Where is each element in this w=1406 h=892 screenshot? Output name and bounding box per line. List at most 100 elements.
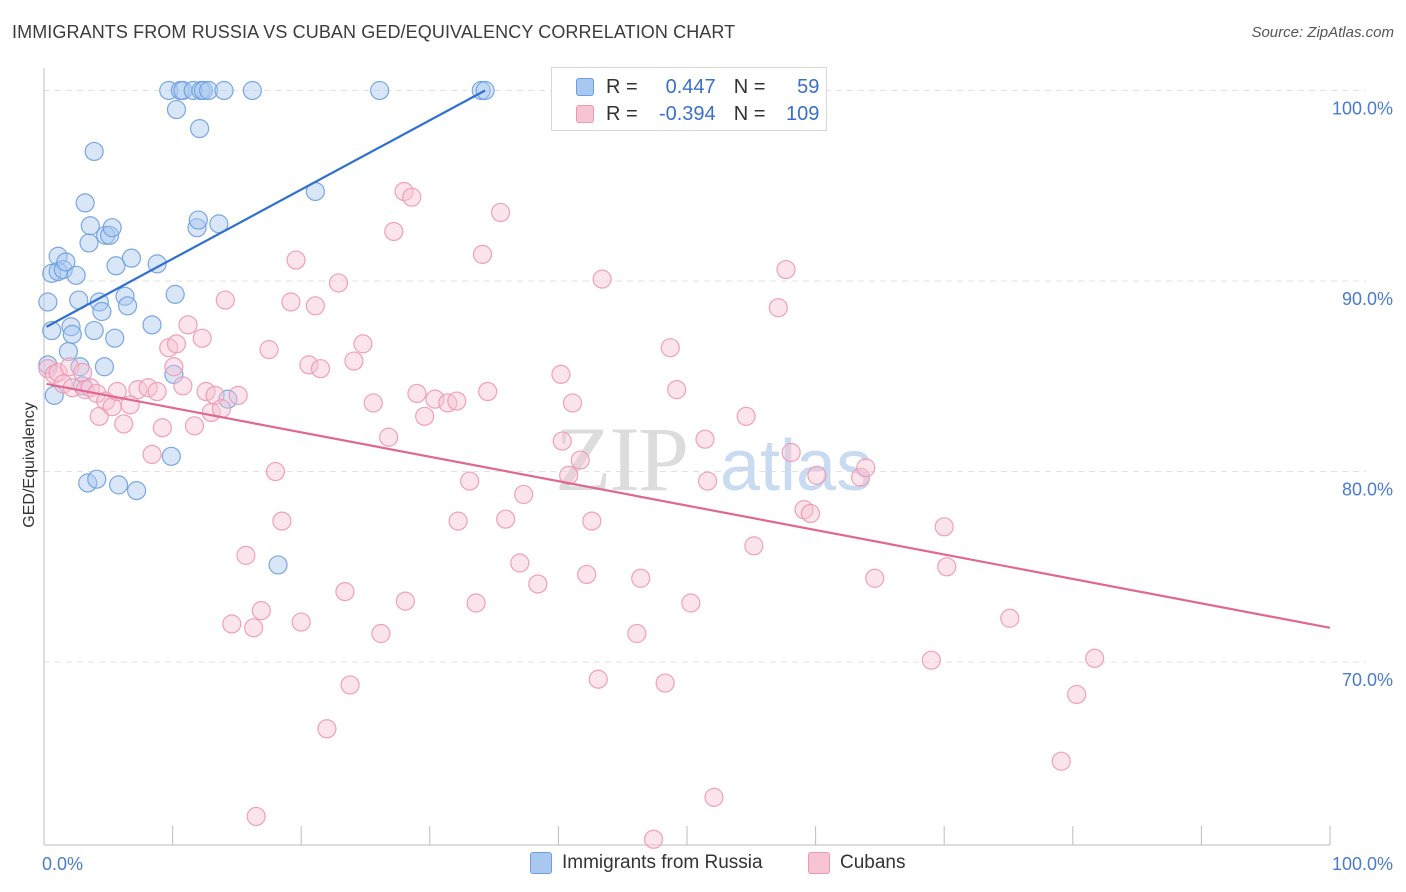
x-tick-label-0: 0.0% — [42, 854, 83, 874]
point-cubans-36 — [244, 618, 264, 638]
point-cubans-53 — [353, 334, 373, 354]
legend-row-cubans: R = -0.394 N = 109 — [576, 101, 819, 127]
point-cubans-66 — [448, 511, 468, 531]
point-russia-24 — [92, 301, 112, 322]
point-cubans-50 — [335, 581, 355, 602]
point-cubans-85 — [627, 623, 647, 644]
point-cubans-27 — [192, 328, 212, 348]
point-cubans-42 — [281, 292, 301, 312]
point-cubans-34 — [228, 385, 248, 405]
point-cubans-78 — [559, 465, 579, 485]
point-cubans-43 — [286, 250, 306, 270]
point-cubans-48 — [317, 719, 337, 739]
point-cubans-63 — [425, 389, 445, 409]
point-russia-27 — [99, 225, 120, 245]
legend-r-label: R = — [606, 102, 638, 125]
point-cubans-84 — [592, 269, 612, 289]
point-cubans-96 — [744, 536, 764, 556]
point-cubans-102 — [807, 465, 827, 485]
point-cubans-94 — [704, 787, 724, 807]
point-cubans-44 — [291, 612, 311, 632]
legend-r-label: R = — [606, 75, 638, 98]
point-cubans-95 — [736, 406, 756, 426]
y-tick-label-2: 80.0% — [1342, 480, 1393, 500]
y-tick-label-1: 90.0% — [1342, 289, 1393, 309]
point-cubans-81 — [577, 564, 597, 585]
point-russia-55 — [242, 80, 262, 101]
point-cubans-87 — [643, 829, 664, 849]
point-russia-41 — [165, 284, 185, 304]
point-russia-53 — [214, 80, 234, 101]
legend-item-cubans[interactable]: Cubans — [808, 852, 906, 874]
point-russia-42 — [166, 99, 187, 120]
point-russia-10 — [61, 317, 81, 337]
point-russia-38 — [159, 80, 179, 101]
point-cubans-32 — [215, 290, 235, 310]
point-cubans-20 — [152, 418, 172, 438]
point-cubans-105 — [865, 568, 885, 588]
point-cubans-106 — [921, 650, 941, 670]
point-cubans-91 — [681, 593, 701, 613]
point-cubans-47 — [310, 359, 331, 379]
legend-item-russia[interactable]: Immigrants from Russia — [530, 852, 763, 874]
point-russia-51 — [199, 80, 219, 101]
point-russia-48 — [190, 118, 210, 139]
point-cubans-93 — [697, 471, 718, 491]
point-cubans-62 — [415, 406, 435, 426]
legend-swatch-cubans — [808, 852, 830, 874]
point-cubans-46 — [305, 296, 325, 316]
point-cubans-74 — [514, 484, 534, 505]
point-cubans-60 — [402, 187, 422, 207]
point-cubans-75 — [528, 574, 548, 594]
watermark-atlas: atlas — [720, 426, 872, 506]
legend-label-russia: Immigrants from Russia — [562, 852, 763, 873]
point-russia-35 — [126, 481, 147, 501]
point-cubans-57 — [384, 221, 404, 242]
source-label: Source: ZipAtlas.com — [1251, 24, 1394, 41]
point-cubans-77 — [552, 431, 572, 451]
series-russia-points — [38, 80, 495, 575]
axes — [43, 68, 1331, 846]
legend-r-value-russia: 0.447 — [665, 75, 716, 98]
chart-title: IMMIGRANTS FROM RUSSIA VS CUBAN GED/EQUI… — [12, 22, 736, 42]
gridlines — [44, 89, 1366, 663]
point-cubans-108 — [937, 557, 957, 577]
point-russia-36 — [142, 315, 162, 335]
legend-n-label: N = — [733, 75, 766, 98]
point-cubans-59 — [395, 591, 415, 611]
point-russia-20 — [84, 141, 104, 162]
point-cubans-109 — [1000, 608, 1020, 628]
point-russia-31 — [108, 475, 129, 495]
point-cubans-79 — [562, 393, 583, 413]
point-cubans-54 — [363, 393, 383, 413]
trend-line-russia — [46, 89, 486, 328]
point-russia-8 — [56, 252, 76, 272]
point-cubans-39 — [259, 340, 279, 360]
point-russia-28 — [102, 218, 122, 238]
point-cubans-45 — [299, 355, 319, 375]
series-legend: Immigrants from Russia Cubans — [0, 852, 1406, 878]
point-cubans-14 — [114, 414, 134, 434]
point-cubans-37 — [246, 806, 266, 827]
point-cubans-19 — [147, 381, 167, 402]
point-cubans-41 — [272, 511, 292, 531]
point-russia-58 — [370, 80, 390, 101]
point-russia-18 — [79, 233, 99, 253]
point-russia-50 — [193, 80, 214, 101]
legend-swatch-cubans — [576, 105, 594, 123]
point-cubans-107 — [934, 517, 954, 537]
point-russia-1 — [38, 292, 58, 312]
series-cubans-points — [38, 181, 1105, 849]
point-cubans-35 — [236, 545, 256, 565]
watermark: ZIP atlas — [555, 408, 872, 510]
point-cubans-52 — [344, 351, 364, 371]
point-russia-21 — [84, 320, 104, 341]
point-cubans-98 — [776, 259, 796, 280]
point-cubans-69 — [472, 244, 493, 264]
point-cubans-92 — [695, 429, 715, 449]
point-cubans-26 — [184, 416, 205, 436]
point-cubans-49 — [328, 273, 349, 293]
point-cubans-89 — [660, 338, 680, 358]
legend-n-label: N = — [733, 102, 766, 125]
